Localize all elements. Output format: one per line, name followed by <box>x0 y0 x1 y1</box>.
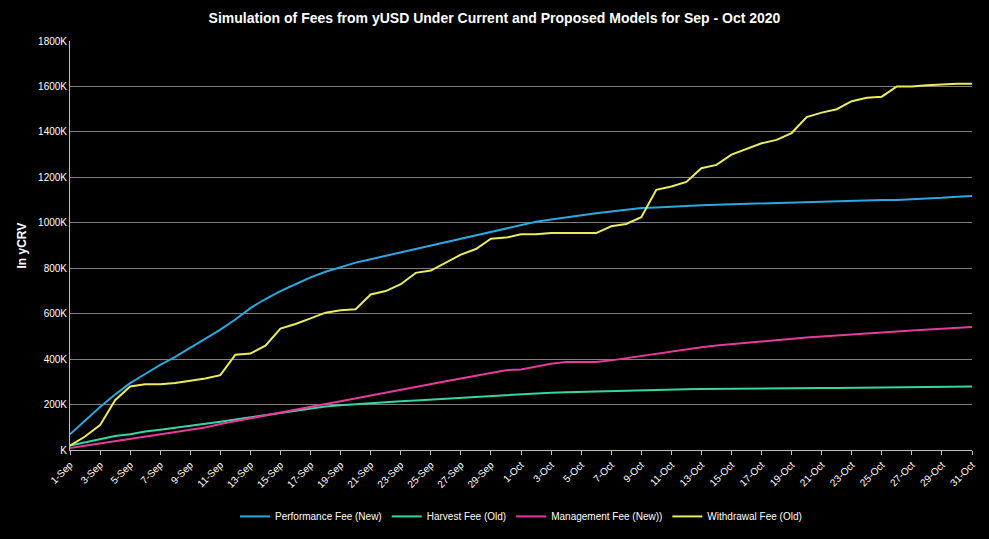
svg-text:29-Oct: 29-Oct <box>918 459 947 488</box>
svg-text:13-Sep: 13-Sep <box>225 459 256 490</box>
svg-text:31-Oct: 31-Oct <box>948 459 977 488</box>
svg-text:1800K: 1800K <box>38 36 67 47</box>
svg-text:5-Oct: 5-Oct <box>561 459 586 484</box>
svg-text:9-Oct: 9-Oct <box>621 459 646 484</box>
svg-text:1200K: 1200K <box>38 172 67 183</box>
svg-text:800K: 800K <box>44 263 68 274</box>
svg-text:400K: 400K <box>44 354 68 365</box>
svg-text:K: K <box>60 445 67 456</box>
svg-text:27-Oct: 27-Oct <box>888 459 917 488</box>
svg-text:23-Oct: 23-Oct <box>828 459 857 488</box>
svg-text:17-Oct: 17-Oct <box>737 459 766 488</box>
svg-text:17-Sep: 17-Sep <box>285 459 316 490</box>
svg-text:7-Sep: 7-Sep <box>139 459 166 486</box>
svg-text:1600K: 1600K <box>38 81 67 92</box>
svg-text:13-Oct: 13-Oct <box>677 459 706 488</box>
svg-text:21-Oct: 21-Oct <box>798 459 827 488</box>
svg-text:1-Sep: 1-Sep <box>48 459 75 486</box>
svg-text:1400K: 1400K <box>38 126 67 137</box>
svg-text:21-Sep: 21-Sep <box>345 459 376 490</box>
svg-text:In yCRV: In yCRV <box>15 223 29 269</box>
svg-text:3-Oct: 3-Oct <box>531 459 556 484</box>
svg-text:15-Sep: 15-Sep <box>255 459 286 490</box>
svg-text:1-Oct: 1-Oct <box>501 459 526 484</box>
svg-text:29-Sep: 29-Sep <box>465 459 496 490</box>
svg-text:27-Sep: 27-Sep <box>435 459 466 490</box>
svg-text:200K: 200K <box>44 399 68 410</box>
svg-text:600K: 600K <box>44 308 68 319</box>
svg-text:11-Oct: 11-Oct <box>648 459 677 488</box>
svg-text:Management Fee (New)): Management Fee (New)) <box>551 511 662 522</box>
svg-text:25-Sep: 25-Sep <box>405 459 436 490</box>
svg-text:19-Sep: 19-Sep <box>315 459 346 490</box>
svg-text:1000K: 1000K <box>38 217 67 228</box>
svg-text:25-Oct: 25-Oct <box>858 459 887 488</box>
svg-text:Harvest Fee (Old): Harvest Fee (Old) <box>427 511 506 522</box>
svg-text:Withdrawal Fee (Old): Withdrawal Fee (Old) <box>707 511 801 522</box>
svg-text:Performance Fee (New): Performance Fee (New) <box>275 511 382 522</box>
svg-text:Simulation of Fees from yUSD U: Simulation of Fees from yUSD Under Curre… <box>209 10 781 26</box>
svg-text:23-Sep: 23-Sep <box>375 459 406 490</box>
svg-text:19-Oct: 19-Oct <box>768 459 797 488</box>
svg-text:5-Sep: 5-Sep <box>108 459 135 486</box>
svg-text:15-Oct: 15-Oct <box>707 459 736 488</box>
svg-text:9-Sep: 9-Sep <box>169 459 196 486</box>
svg-text:7-Oct: 7-Oct <box>591 459 616 484</box>
svg-text:3-Sep: 3-Sep <box>78 459 105 486</box>
svg-text:11-Sep: 11-Sep <box>195 459 225 489</box>
